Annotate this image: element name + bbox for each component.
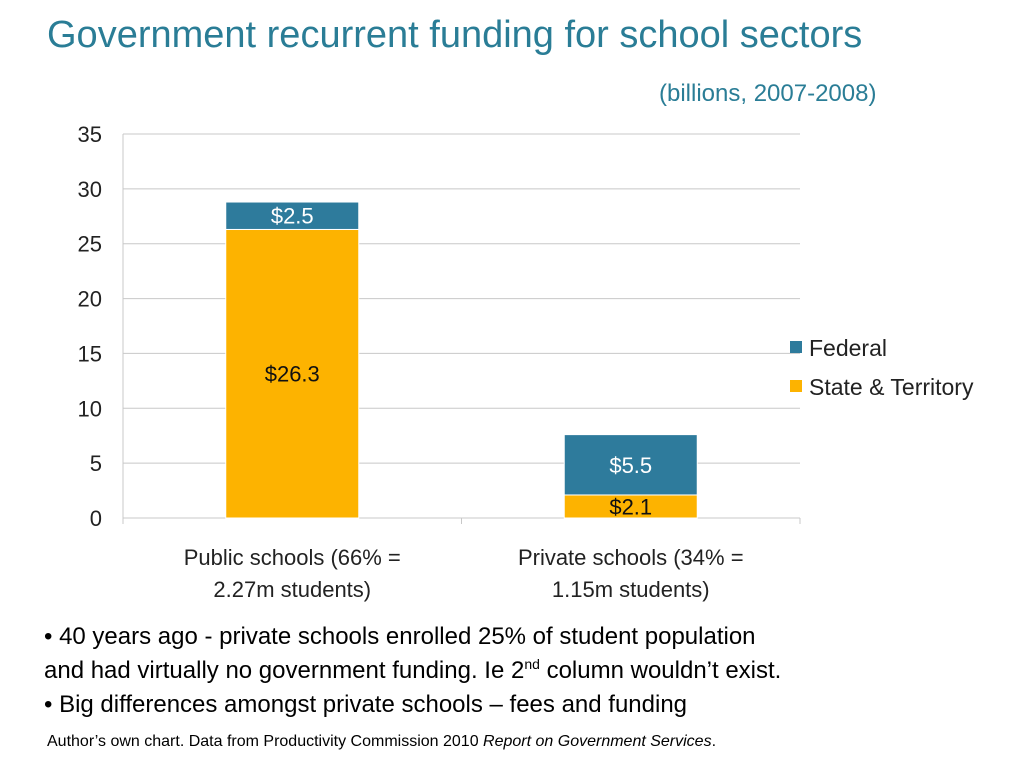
notes: • 40 years ago - private schools enrolle… xyxy=(44,620,1004,722)
legend-label: Federal xyxy=(809,335,887,361)
bar-data-label: $5.5 xyxy=(609,453,652,478)
y-tick-label: 10 xyxy=(78,396,102,421)
y-tick-label: 20 xyxy=(78,287,102,312)
stacked-bar-chart: 0 5 10 15 20 25 30 35 $26.3 $2.5 Public schools (6… xyxy=(78,122,974,602)
x-category-label: 2.27m students) xyxy=(213,577,371,602)
y-tick-label: 15 xyxy=(78,341,102,366)
bar-segment xyxy=(563,434,698,496)
x-category-label: Private schools (34% = xyxy=(518,545,744,570)
y-tick-label: 0 xyxy=(90,506,102,531)
bullet-2: • Big differences amongst private school… xyxy=(44,691,688,718)
legend-swatch xyxy=(790,341,802,353)
y-tick-label: 5 xyxy=(90,451,102,476)
bar-data-label: $2.5 xyxy=(271,204,314,229)
y-tick-label: 35 xyxy=(78,122,102,147)
bar-data-label: $26.3 xyxy=(265,362,320,387)
legend-swatch xyxy=(790,380,802,392)
y-tick-label: 30 xyxy=(78,177,102,202)
x-category-label: 1.15m students) xyxy=(552,577,710,602)
bar-data-label: $2.1 xyxy=(609,494,652,519)
page-subtitle: (billions, 2007-2008) xyxy=(659,80,877,107)
bar-segment xyxy=(225,201,360,230)
y-tick-label: 25 xyxy=(78,232,102,257)
page-title: Government recurrent funding for school … xyxy=(47,14,863,56)
x-category-label: Public schools (66% = xyxy=(184,545,401,570)
legend-label: State & Territory xyxy=(809,374,974,400)
source-note: Author’s own chart. Data from Productivi… xyxy=(47,733,717,750)
bullet-1: • 40 years ago - private schools enrolle… xyxy=(44,623,782,684)
